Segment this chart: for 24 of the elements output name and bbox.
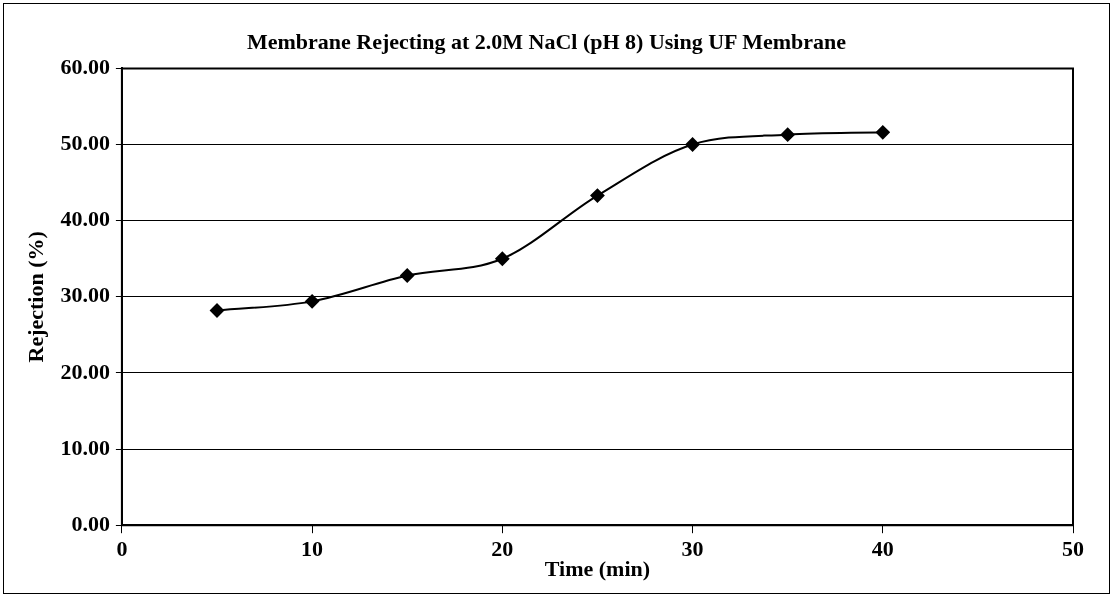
y-tick-label: 40.00 [60, 206, 110, 232]
point [780, 127, 795, 142]
y-tick-label: 60.00 [60, 54, 110, 80]
point [495, 251, 510, 266]
point [590, 188, 605, 203]
y-tick-label: 20.00 [60, 358, 110, 384]
y-tick-label: 10.00 [60, 434, 110, 460]
y-tick-label: 0.00 [71, 510, 110, 536]
x-axis-title: Time (min) [544, 556, 651, 582]
chart-title: Membrane Rejecting at 2.0M NaCl (pH 8) Using UF Membrane [246, 28, 847, 54]
point [210, 303, 225, 318]
x-tick-label: 40 [871, 536, 894, 562]
point [685, 137, 700, 152]
x-tick-label: 0 [116, 536, 128, 562]
x-tick-label: 30 [681, 536, 704, 562]
x-tick-label: 50 [1062, 536, 1084, 562]
x-tick-label: 20 [491, 536, 514, 562]
y-tick-label: 50.00 [60, 130, 110, 156]
point [875, 125, 890, 140]
y-tick-label: 30.00 [60, 282, 110, 308]
point [305, 294, 320, 309]
x-tick-label: 10 [301, 536, 324, 562]
point [400, 268, 415, 283]
y-axis-title: Rejection (%) [22, 231, 48, 363]
